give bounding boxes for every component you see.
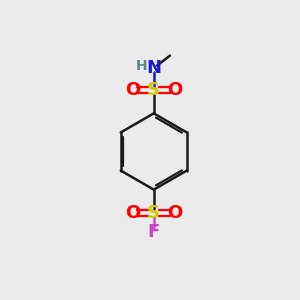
Text: H: H (136, 59, 147, 74)
Text: O: O (124, 204, 140, 222)
Text: O: O (168, 204, 183, 222)
Text: S: S (147, 81, 160, 99)
Text: O: O (124, 81, 140, 99)
Text: S: S (147, 204, 160, 222)
Text: F: F (148, 223, 160, 242)
Text: O: O (168, 81, 183, 99)
Text: N: N (146, 59, 161, 77)
